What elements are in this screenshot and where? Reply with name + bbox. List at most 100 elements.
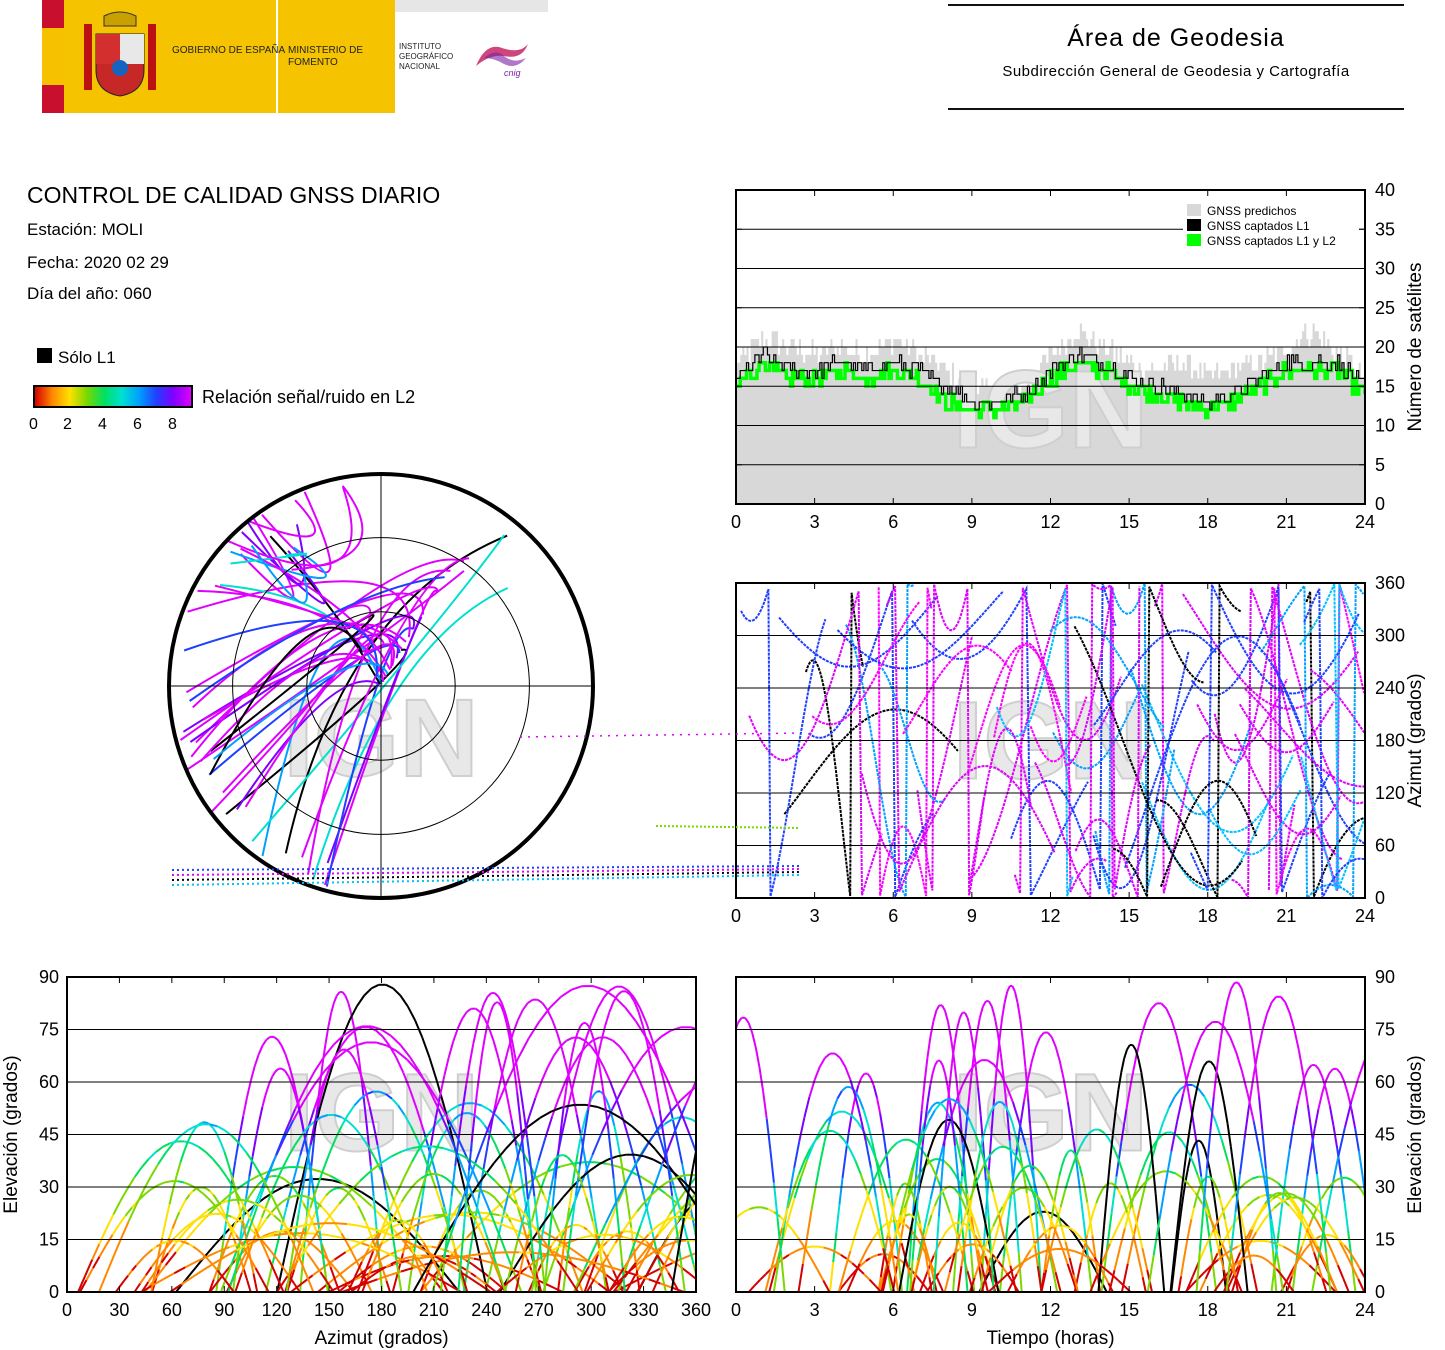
elevation-track (566, 1275, 580, 1292)
elevation-track (1120, 1194, 1126, 1204)
elevation-track (417, 1183, 425, 1201)
elevation-track (1025, 1255, 1033, 1262)
elevation-track (401, 1291, 403, 1292)
skyplot-border (167, 472, 595, 900)
elevation-track (380, 1155, 392, 1165)
elevation-track (987, 1291, 989, 1292)
elevation-track (940, 1098, 948, 1104)
elevation-track (349, 1257, 362, 1268)
elevation-track (787, 1279, 794, 1292)
sky-track (232, 499, 316, 538)
elevation-track (1126, 1212, 1132, 1224)
elevation-track (297, 1255, 307, 1275)
elevation-track (709, 1183, 713, 1218)
elevation-track (450, 1166, 457, 1197)
azimuth-track (1124, 635, 1302, 869)
elevation-track (700, 1259, 706, 1292)
elevation-track (827, 1109, 835, 1125)
elevation-track (1396, 1276, 1401, 1292)
elevation-track (1197, 1088, 1206, 1098)
elevation-track (629, 1264, 637, 1272)
elevation-track (131, 1264, 137, 1272)
elevation-track (593, 1266, 603, 1280)
elevation-track (1066, 1149, 1071, 1154)
elevation-track (180, 1227, 189, 1237)
elevation-track (658, 1264, 667, 1292)
elevation-track (680, 1239, 687, 1242)
elevation-track (604, 1106, 610, 1130)
elevation-track (916, 1133, 925, 1152)
elevation-track (943, 1115, 948, 1147)
y-tick-label: 120 (1375, 783, 1405, 803)
elevation-track (784, 1151, 793, 1158)
elevation-track (209, 1123, 218, 1128)
elevation-track (719, 1230, 725, 1239)
elevation-track (817, 1228, 822, 1260)
logo-ministerio-text: MINISTERIO DE FOMENTO (288, 45, 364, 68)
elevation-track (439, 1259, 446, 1292)
y-tick-label: 25 (1375, 298, 1395, 318)
elevation-track (1047, 1188, 1054, 1201)
elevation-track (982, 1000, 987, 1008)
elevation-track (442, 1147, 454, 1153)
elevation-track (539, 1110, 552, 1119)
elevation-track (301, 1166, 308, 1191)
elevation-track (716, 1119, 720, 1150)
elevation-track (829, 1292, 839, 1321)
elevation-track (723, 1146, 732, 1151)
elevation-track (613, 996, 626, 1009)
header-grey-bar (395, 0, 548, 12)
x-tick-label: 9 (967, 906, 977, 926)
elevation-track (1261, 1012, 1269, 1030)
elevation-track (328, 1234, 340, 1239)
elevation-track (424, 1217, 436, 1223)
elevation-track (898, 1185, 903, 1191)
elevation-track (504, 1168, 512, 1184)
elevation-track (1108, 1135, 1114, 1164)
elevation-track (822, 1240, 834, 1243)
elevation-track (772, 1182, 779, 1219)
plot-area: IGN (736, 323, 1365, 504)
azimuth-track (1092, 650, 1190, 890)
elevation-track (924, 1102, 929, 1123)
elevation-track (712, 1138, 719, 1148)
elevation-track (112, 1200, 122, 1215)
elevation-track (864, 1141, 872, 1168)
elevation-track (345, 1241, 353, 1252)
elevation-track (157, 1237, 164, 1256)
skyplot-chart: IGN (167, 472, 595, 900)
x-tick-label: 6 (888, 906, 898, 926)
elevation-track (618, 1234, 624, 1263)
elevation-track (646, 1234, 659, 1250)
doy-label: Día del año: 060 (27, 284, 152, 303)
elevation-track (360, 1279, 367, 1285)
elevation-track (284, 1070, 290, 1078)
elevation-track (560, 1228, 566, 1234)
elevation-track (438, 1278, 451, 1287)
elevation-track (395, 1258, 402, 1263)
elevation-track (1196, 1174, 1204, 1192)
elevation-track (699, 1124, 706, 1130)
x-tick-label: 3 (810, 512, 820, 532)
x-tick-label: 150 (314, 1300, 344, 1320)
elevation-track (872, 1085, 878, 1098)
elevation-track (85, 1267, 94, 1281)
elevation-track (604, 1098, 610, 1106)
elevation-track (1328, 1068, 1334, 1074)
elevation-track (841, 1086, 847, 1092)
elevation-track (591, 1062, 598, 1086)
elevation-track (753, 1237, 765, 1238)
elevation-track (1014, 1154, 1022, 1164)
elevation-track (385, 1263, 392, 1268)
elevation-track (1195, 1249, 1201, 1292)
elevation-track (534, 1080, 543, 1099)
elevation-track (307, 1230, 320, 1246)
x-axis-label: Azimut (grados) (314, 1328, 448, 1349)
elevation-track (448, 1214, 455, 1223)
ministerio-panel (278, 0, 395, 113)
elevation-track (139, 1255, 146, 1262)
elevation-track (215, 1206, 224, 1217)
sky-track (209, 626, 363, 775)
elevation-track (541, 1230, 554, 1239)
elevation-track (848, 1203, 856, 1220)
